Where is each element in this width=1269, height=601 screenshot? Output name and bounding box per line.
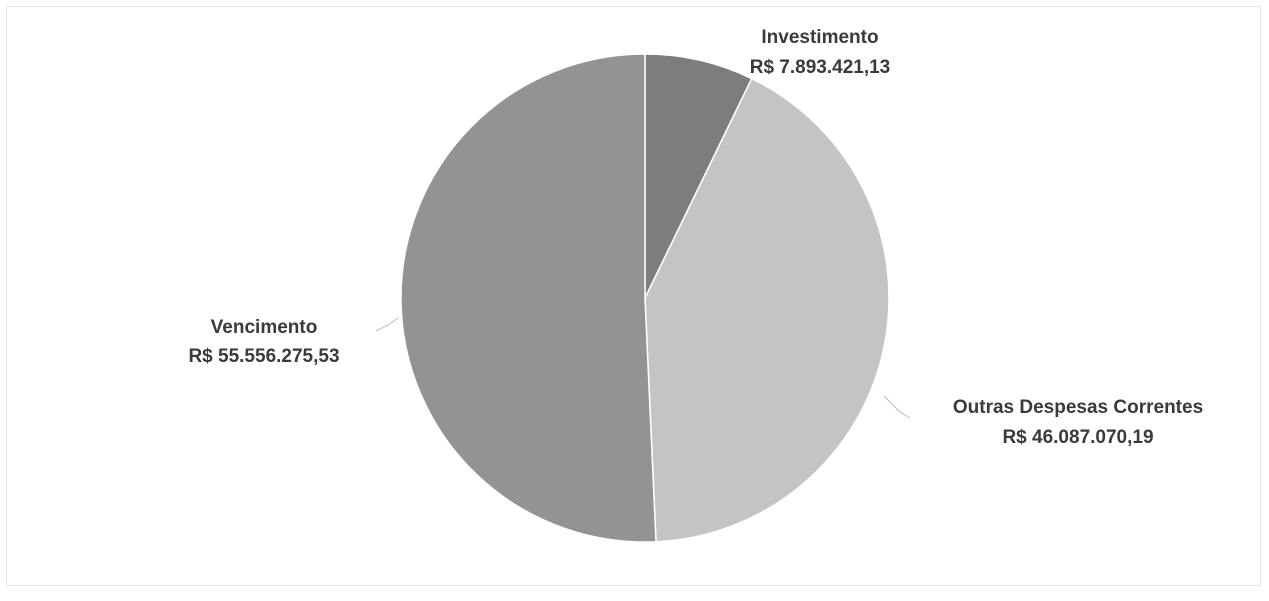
leader-line-vencimento	[375, 317, 399, 332]
slice-label-value: R$ 46.087.070,19	[1002, 427, 1153, 448]
pie-slice-outras-despesas-correntes	[644, 77, 890, 543]
slice-label-name: Investimento	[761, 27, 878, 48]
slice-label-name: Vencimento	[211, 317, 318, 338]
pie-slice-vencimento	[400, 53, 657, 543]
leader-line-outras-despesas-correntes	[883, 395, 911, 419]
slice-label-value: R$ 55.556.275,53	[188, 346, 339, 367]
leader-lines	[375, 317, 911, 419]
slice-label-name: Outras Despesas Correntes	[953, 397, 1203, 418]
pie-slice-investimento	[644, 53, 753, 299]
slice-labels: Investimento R$ 7.893.421,13 Outras Despes…	[188, 27, 1203, 448]
slice-label-value: R$ 7.893.421,13	[750, 57, 891, 78]
pie-slices	[400, 53, 890, 543]
